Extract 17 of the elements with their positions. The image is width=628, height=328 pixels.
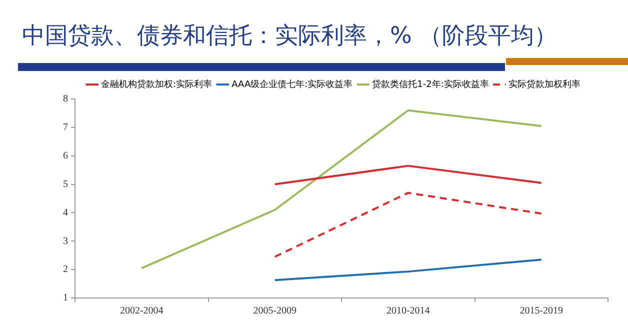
x-tick-label: 2015-2019 [520, 306, 564, 317]
legend-label: 贷款类信托1-2年:实际收益率 [372, 78, 489, 90]
y-tick-label: 5 [63, 178, 68, 190]
y-tick-label: 3 [63, 236, 68, 247]
y-tick-label: 1 [63, 292, 68, 304]
x-tick-label: 2005-2009 [253, 306, 297, 317]
legend-label: 金融机构贷款加权:实际利率 [101, 78, 212, 90]
y-tick-label: 6 [63, 150, 68, 162]
x-tick-label: 2010-2014 [386, 306, 430, 317]
y-tick-label: 7 [63, 122, 68, 134]
x-tick-label: 2002-2004 [120, 306, 164, 317]
legend-label: 实际贷款加权利率 [508, 78, 580, 90]
chart-title: 中国贷款、债券和信托：实际利率，% （阶段平均） [22, 22, 558, 51]
y-tick-label: 4 [63, 207, 68, 218]
y-tick-label: 2 [63, 264, 68, 276]
y-tick-label: 8 [63, 94, 68, 105]
legend-label: AAA级企业债七年:实际收益率 [232, 78, 353, 90]
